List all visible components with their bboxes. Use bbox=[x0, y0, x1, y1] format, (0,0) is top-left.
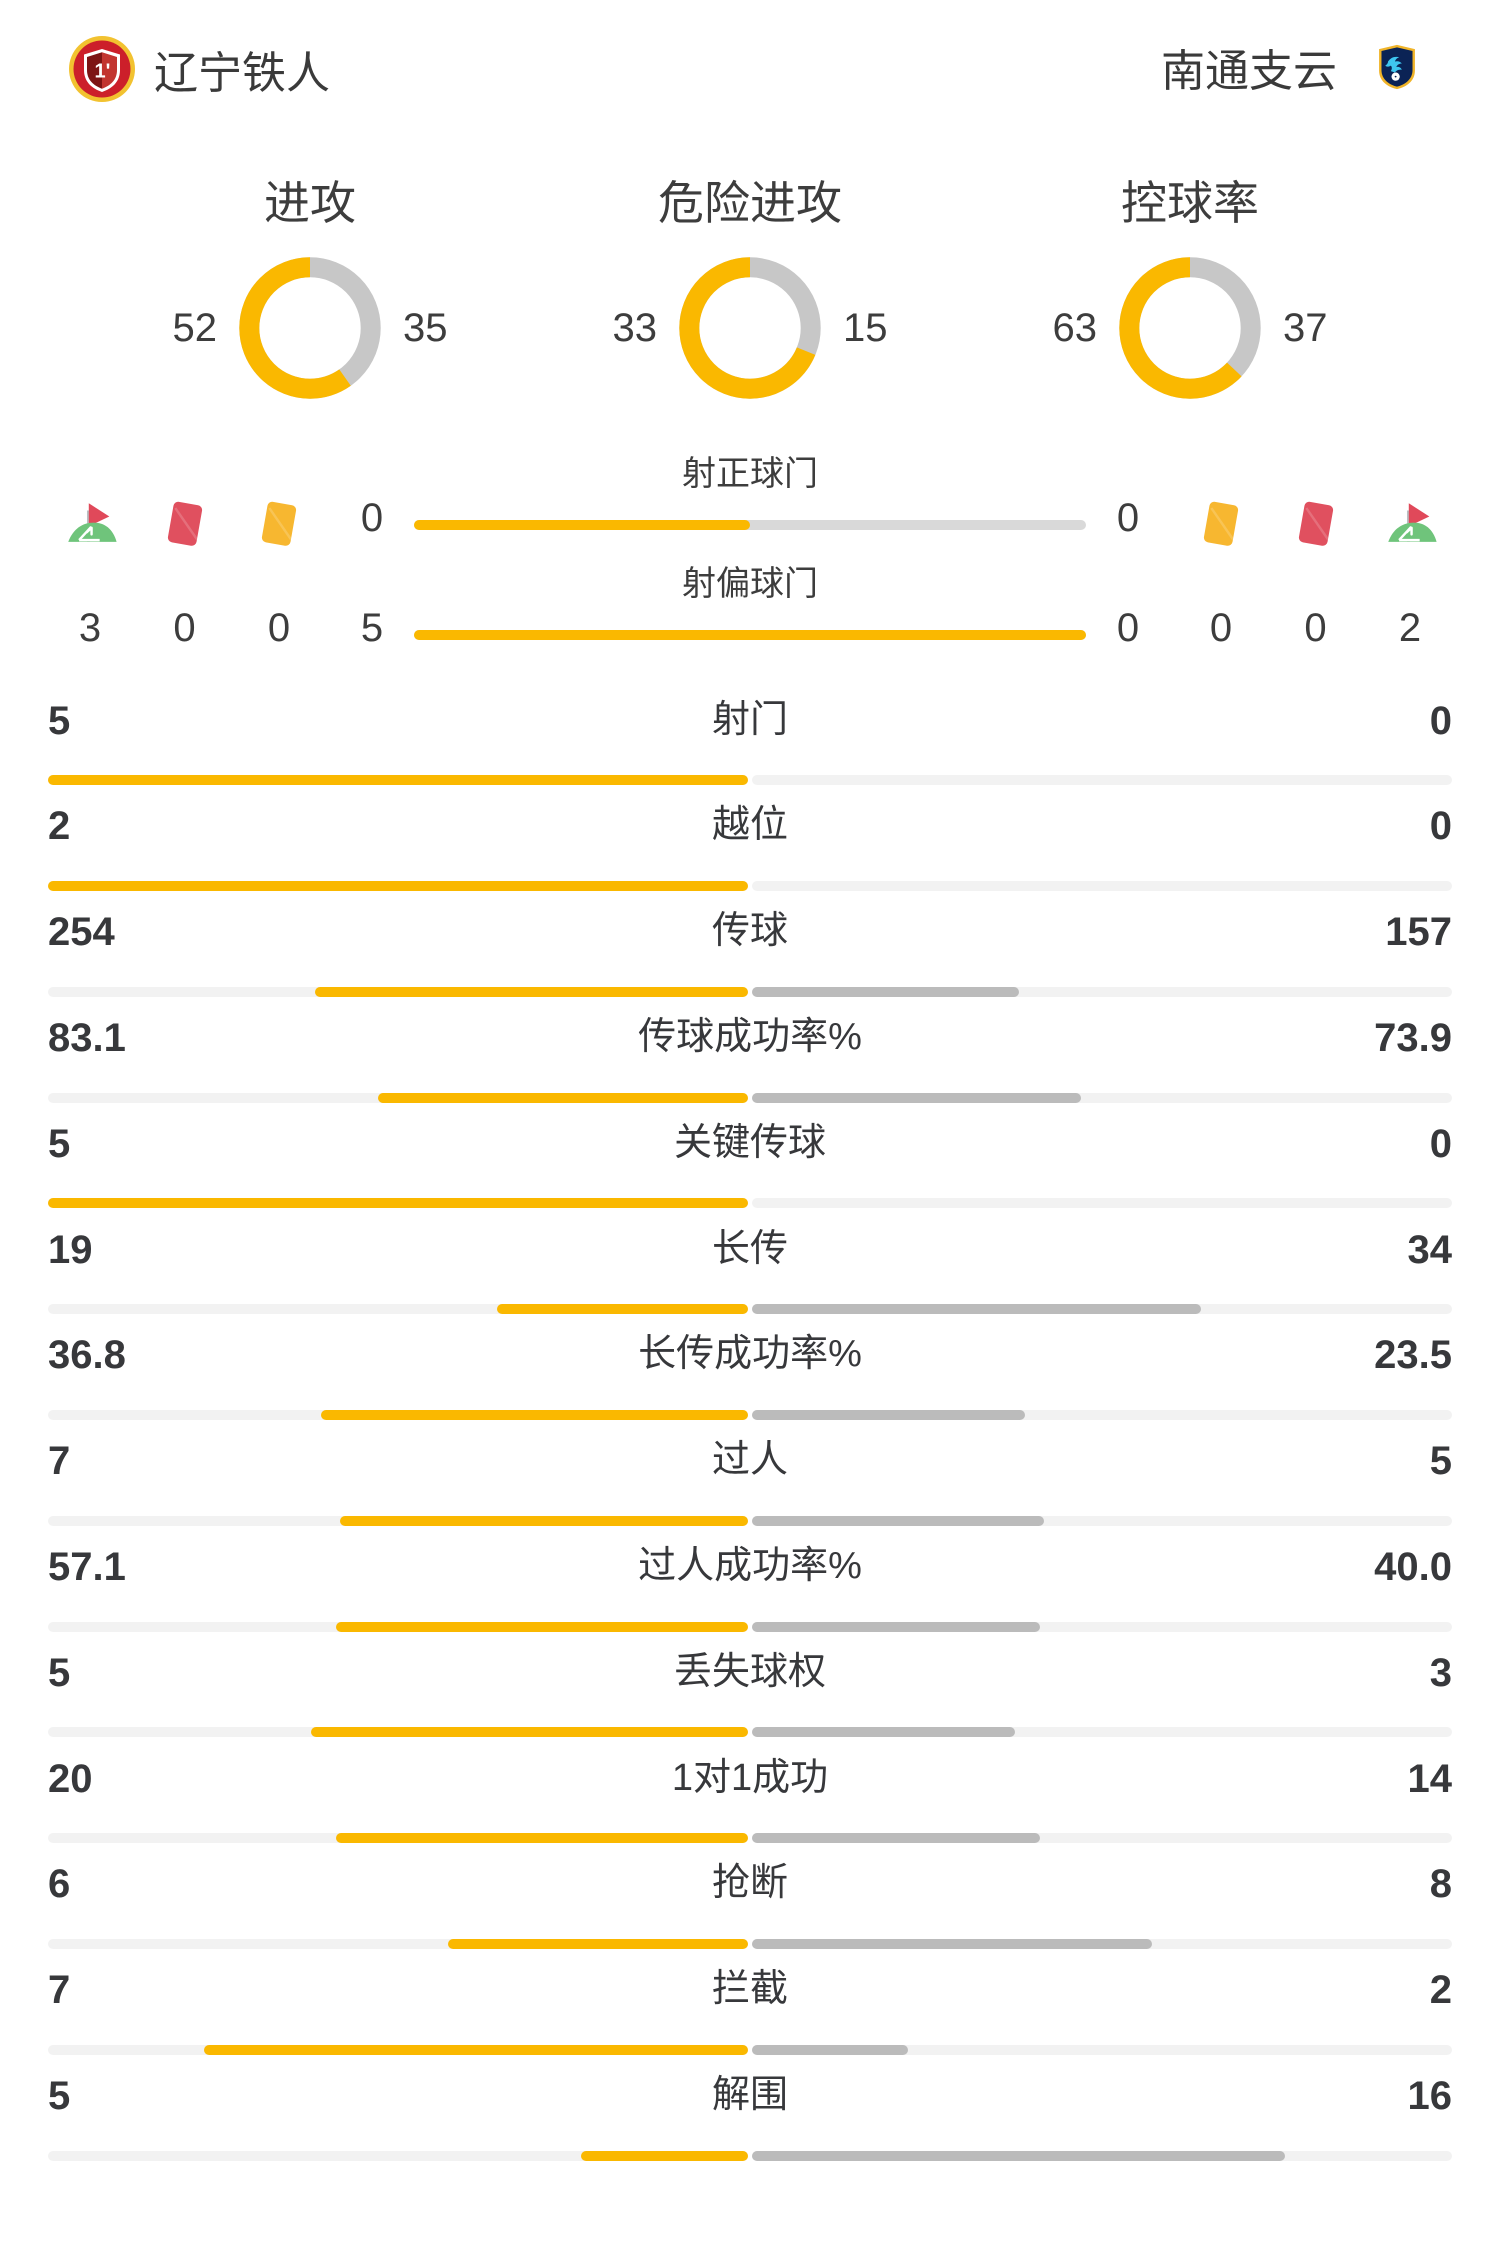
svg-text:1': 1' bbox=[95, 61, 111, 83]
